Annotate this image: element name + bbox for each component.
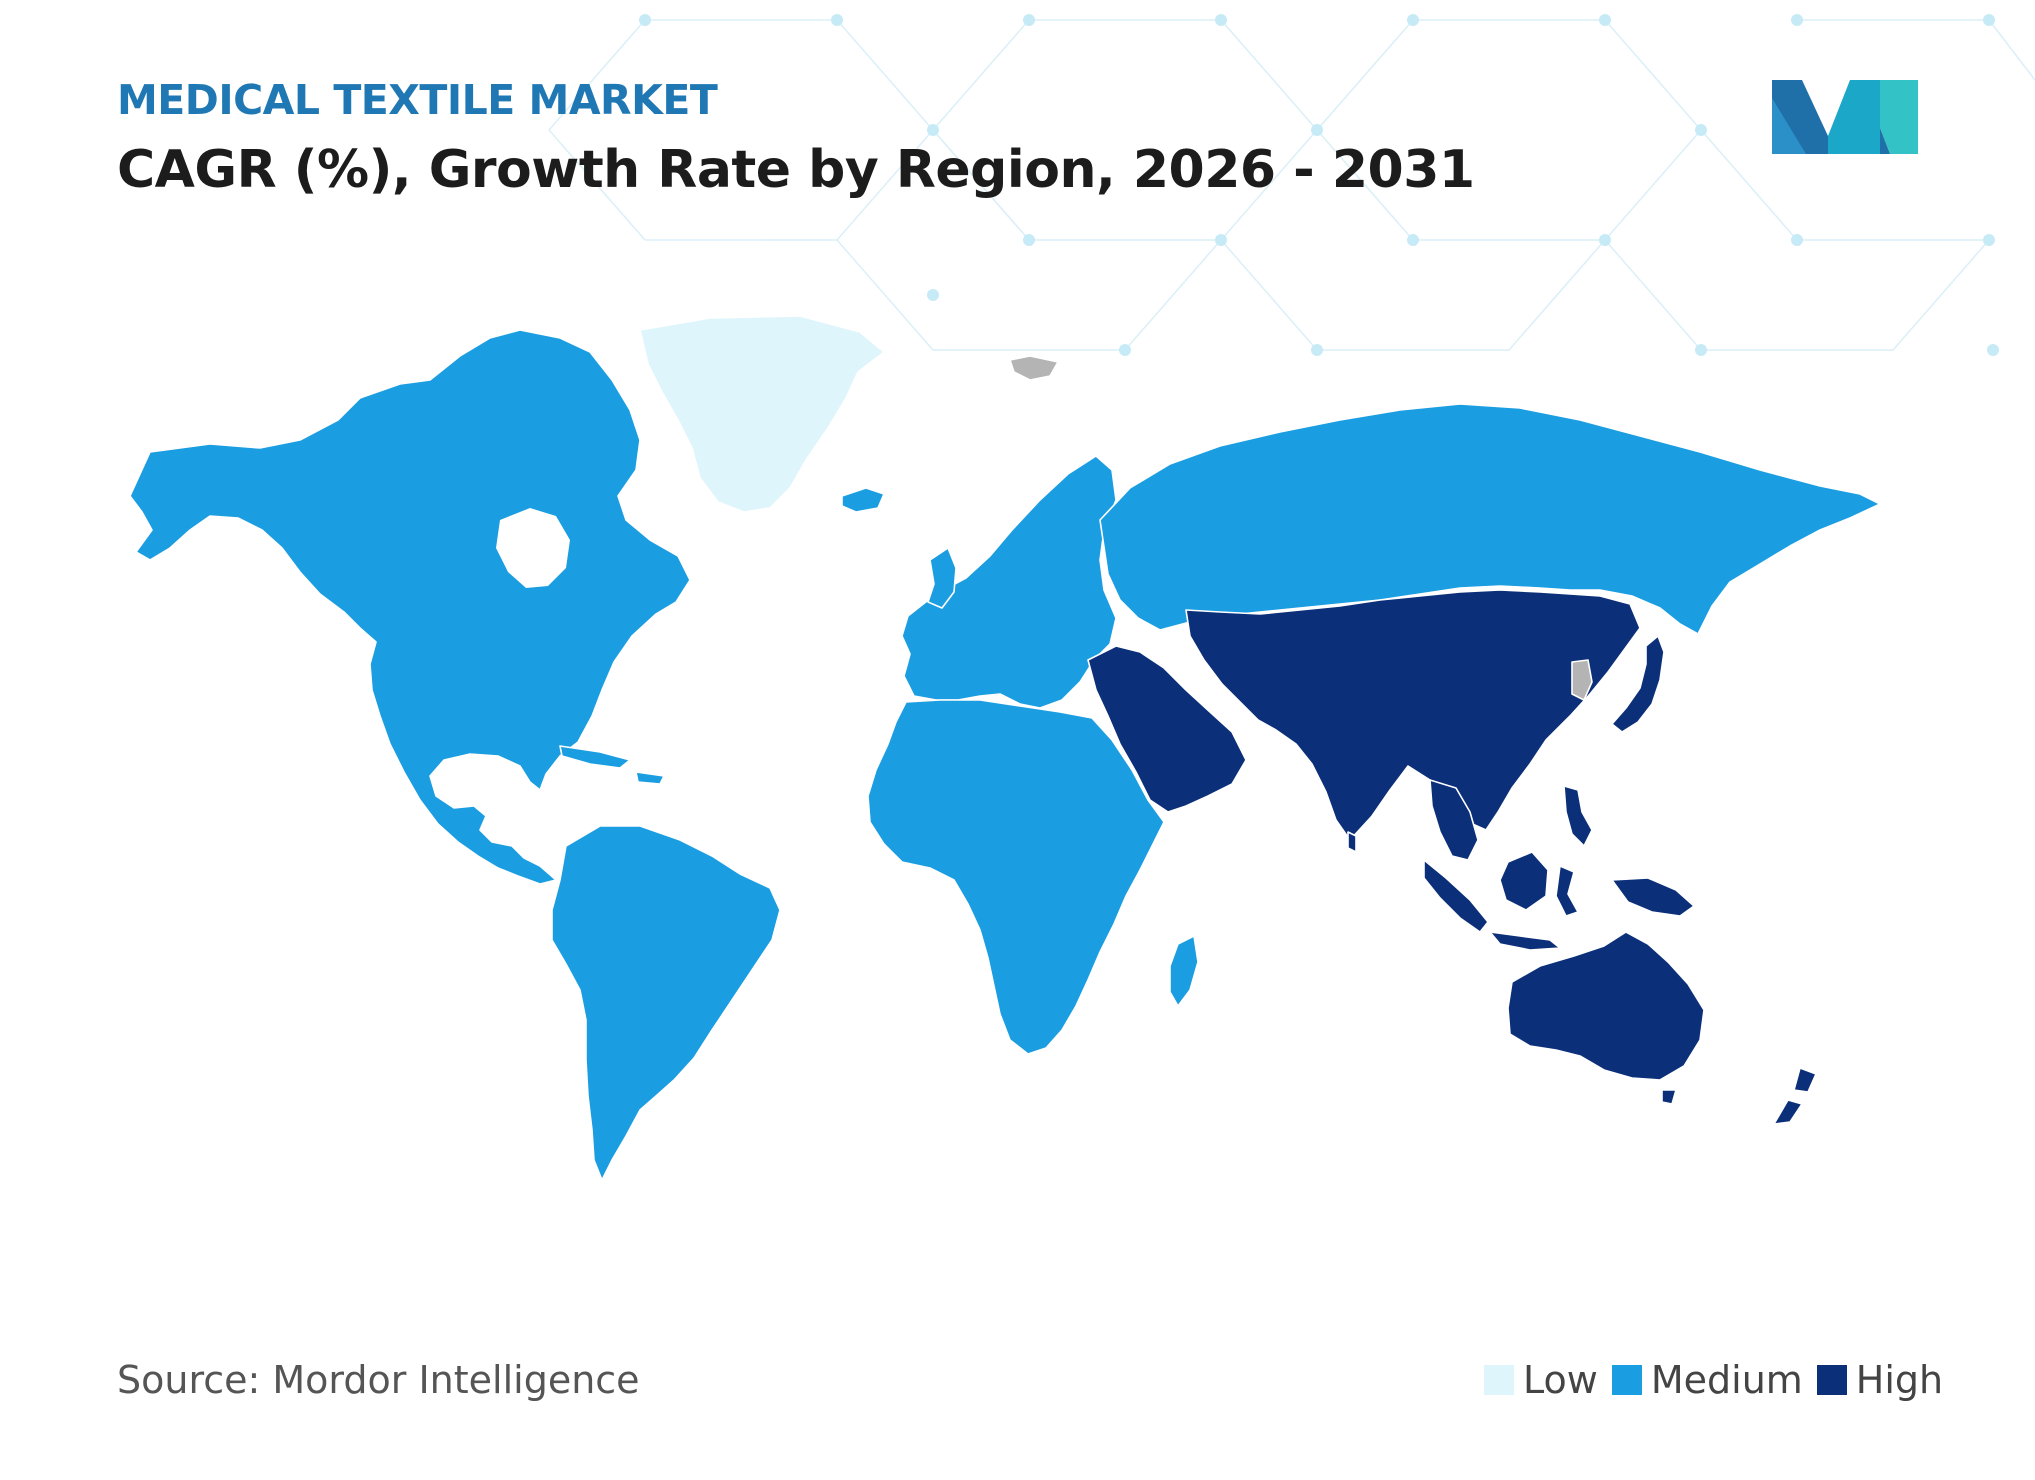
region-sumatra[interactable] (1423, 859, 1489, 933)
region-middle-east[interactable] (1087, 645, 1247, 813)
legend-label-high: High (1855, 1358, 1944, 1402)
report-kicker: MEDICAL TEXTILE MARKET (117, 76, 718, 124)
legend-item-high: High (1816, 1358, 1944, 1402)
region-java[interactable] (1489, 931, 1561, 951)
legend-label-medium: Medium (1650, 1358, 1803, 1402)
region-greenland[interactable] (639, 315, 885, 513)
region-southeast-asia[interactable] (1429, 779, 1479, 861)
region-caribbean[interactable] (559, 745, 665, 785)
region-europe[interactable] (901, 455, 1117, 709)
region-sulawesi[interactable] (1555, 865, 1579, 917)
region-russia[interactable] (1099, 403, 1881, 635)
legend-item-low: Low (1484, 1358, 1598, 1402)
region-new-guinea[interactable] (1611, 877, 1695, 917)
brand-logo-icon (1772, 80, 1918, 154)
legend-swatch-high (1816, 1365, 1847, 1395)
region-south-america[interactable] (551, 825, 781, 1181)
legend-label-low: Low (1523, 1358, 1598, 1402)
legend-swatch-low (1484, 1365, 1514, 1395)
region-philippines[interactable] (1563, 785, 1593, 847)
region-australia[interactable] (1507, 931, 1705, 1081)
region-iceland[interactable] (841, 487, 885, 513)
region-africa[interactable] (867, 699, 1165, 1055)
hudson-bay (496, 508, 570, 588)
region-sri-lanka[interactable] (1347, 831, 1357, 853)
legend-swatch-medium (1611, 1365, 1642, 1395)
chart-title: CAGR (%), Growth Rate by Region, 2026 - … (117, 140, 1475, 200)
region-japan[interactable] (1611, 635, 1665, 733)
region-borneo[interactable] (1499, 851, 1549, 911)
region-korea[interactable] (1571, 659, 1593, 701)
region-uk[interactable] (927, 547, 957, 609)
region-asia[interactable] (1185, 589, 1641, 841)
region-new-zealand[interactable] (1773, 1067, 1817, 1125)
legend-item-medium: Medium (1611, 1358, 1803, 1402)
legend: Low Medium High (1484, 1358, 1943, 1402)
region-svalbard[interactable] (1009, 355, 1059, 381)
region-madagascar[interactable] (1169, 935, 1199, 1007)
region-north-america[interactable] (129, 329, 691, 885)
region-tasmania[interactable] (1661, 1089, 1677, 1105)
source-note: Source: Mordor Intelligence (117, 1358, 640, 1402)
